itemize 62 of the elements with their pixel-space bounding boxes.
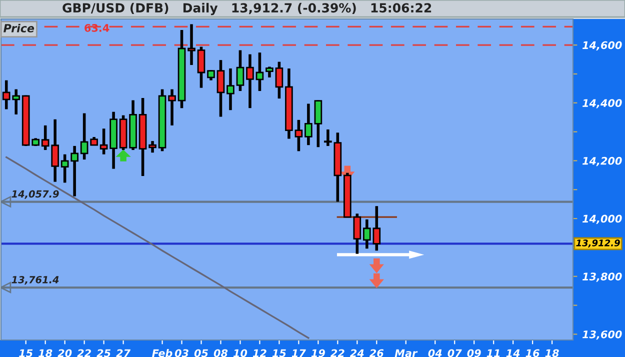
candlestick (188, 22, 196, 66)
candlestick (294, 118, 303, 153)
y-tick-label: 14,400 (582, 99, 622, 108)
ref-line-label: 14,057.9 (12, 190, 59, 199)
x-tick-label: 05 (194, 349, 208, 357)
x-tick-label: Mar (394, 349, 418, 357)
x-tick-label: 19 (311, 349, 325, 357)
candlestick (216, 58, 225, 118)
x-tick-label: 17 (292, 349, 306, 357)
x-tick-label: 16 (526, 349, 540, 357)
candlestick (246, 52, 254, 110)
x-tick-label: 18 (545, 349, 559, 357)
candlestick (148, 140, 156, 154)
x-tick-label: Feb (152, 349, 172, 357)
candlestick (226, 67, 234, 112)
x-tick-label: 15 (19, 349, 33, 357)
x-tick-label: 04 (428, 349, 442, 357)
x-tick-label: 22 (330, 349, 344, 357)
x-tick-label: 18 (38, 349, 52, 357)
x-tick-label: 22 (77, 349, 91, 357)
candlestick (80, 112, 88, 161)
y-tick-label: 14,200 (582, 156, 622, 166)
ref-line-label: 13,761.4 (12, 276, 59, 285)
annotation: Price (4, 24, 34, 32)
candlestick (70, 144, 78, 198)
line-series (6, 156, 310, 339)
y-tick-label: 13,600 (582, 330, 622, 340)
candlestick (100, 127, 108, 156)
x-tick-label: 03 (174, 349, 188, 357)
x-tick-label: 10 (233, 349, 248, 357)
candlestick (236, 48, 244, 92)
x-tick-label: 09 (467, 349, 481, 357)
x-tick-label: 15 (272, 349, 286, 357)
candlestick (41, 124, 50, 152)
candlestick (275, 60, 284, 100)
candlestick (314, 98, 322, 148)
candlestick (353, 212, 362, 256)
x-tick-label: 20 (58, 349, 72, 357)
candlestick (168, 88, 176, 127)
x-tick-label: 08 (214, 349, 228, 357)
candlestick (266, 65, 274, 79)
candlestick (197, 45, 206, 90)
chart-title: GBP/USD (DFB) Daily 13,912.7 (-0.39%) 15:06:22 (62, 2, 432, 16)
candlestick (256, 51, 264, 92)
y-tick-label: 13,800 (582, 272, 622, 282)
ref-line-label: 13,912.9 (576, 240, 620, 248)
candlestick (207, 68, 215, 82)
x-tick-label: 11 (486, 349, 500, 357)
x-tick-label: 12 (252, 349, 266, 357)
x-tick-label: 14 (506, 349, 520, 357)
x-tick-label: 24 (350, 349, 364, 357)
candlestick (304, 102, 312, 146)
annotation: 63.4 (84, 24, 110, 32)
candlestick (324, 128, 332, 148)
x-tick-label: 27 (116, 349, 131, 357)
candlestick (60, 152, 69, 184)
x-tick-label: 25 (96, 349, 111, 357)
x-tick-label: 26 (369, 349, 384, 357)
y-tick-label: 14,600 (582, 41, 622, 50)
candlestick (51, 118, 59, 184)
x-tick-label: 07 (448, 349, 462, 357)
y-tick-label: 14,000 (582, 214, 622, 224)
